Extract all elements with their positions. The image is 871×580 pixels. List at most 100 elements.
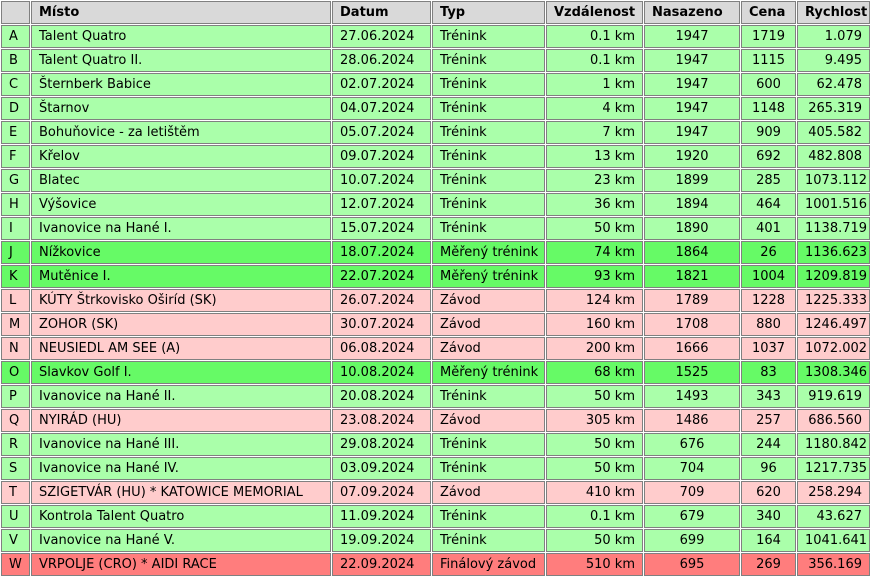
cell-cena: 1037	[741, 337, 796, 360]
row-letter: W	[1, 553, 30, 576]
table-row: W VRPOLJE (CRO) * AIDI RACE 22.09.2024 F…	[1, 553, 870, 576]
row-letter: Q	[1, 409, 30, 432]
cell-rychlost: 919.619	[797, 385, 870, 408]
cell-misto: Talent Quatro II.	[31, 49, 331, 72]
cell-cena: 285	[741, 169, 796, 192]
cell-rychlost: 43.627	[797, 505, 870, 528]
cell-nasazeno: 1864	[644, 241, 740, 264]
cell-rychlost: 1136.623	[797, 241, 870, 264]
cell-typ: Závod	[432, 481, 545, 504]
table-row: S Ivanovice na Hané IV. 03.09.2024 Tréni…	[1, 457, 870, 480]
row-letter: B	[1, 49, 30, 72]
cell-datum: 10.07.2024	[332, 169, 431, 192]
cell-vzdalenost: 68 km	[546, 361, 643, 384]
cell-vzdalenost: 50 km	[546, 433, 643, 456]
cell-vzdalenost: 50 km	[546, 385, 643, 408]
row-letter: V	[1, 529, 30, 552]
cell-vzdalenost: 93 km	[546, 265, 643, 288]
cell-cena: 620	[741, 481, 796, 504]
cell-datum: 15.07.2024	[332, 217, 431, 240]
column-header-typ: Typ	[432, 1, 545, 24]
row-letter: C	[1, 73, 30, 96]
cell-vzdalenost: 74 km	[546, 241, 643, 264]
cell-nasazeno: 1947	[644, 49, 740, 72]
cell-rychlost: 1041.641	[797, 529, 870, 552]
cell-datum: 30.07.2024	[332, 313, 431, 336]
cell-cena: 692	[741, 145, 796, 168]
cell-rychlost: 1217.735	[797, 457, 870, 480]
cell-rychlost: 1073.112	[797, 169, 870, 192]
cell-typ: Závod	[432, 313, 545, 336]
cell-nasazeno: 1666	[644, 337, 740, 360]
cell-misto: NYIRÁD (HU)	[31, 409, 331, 432]
cell-vzdalenost: 4 km	[546, 97, 643, 120]
cell-rychlost: 265.319	[797, 97, 870, 120]
cell-datum: 11.09.2024	[332, 505, 431, 528]
table-row: O Slavkov Golf I. 10.08.2024 Měřený trén…	[1, 361, 870, 384]
row-letter: T	[1, 481, 30, 504]
table-row: U Kontrola Talent Quatro 11.09.2024 Trén…	[1, 505, 870, 528]
cell-misto: Ivanovice na Hané III.	[31, 433, 331, 456]
cell-vzdalenost: 1 km	[546, 73, 643, 96]
table-row: G Blatec 10.07.2024 Trénink 23 km 1899 2…	[1, 169, 870, 192]
cell-cena: 1148	[741, 97, 796, 120]
cell-datum: 06.08.2024	[332, 337, 431, 360]
column-header-letter	[1, 1, 30, 24]
cell-cena: 257	[741, 409, 796, 432]
cell-rychlost: 62.478	[797, 73, 870, 96]
cell-vzdalenost: 305 km	[546, 409, 643, 432]
cell-vzdalenost: 13 km	[546, 145, 643, 168]
column-header-misto: Místo	[31, 1, 331, 24]
cell-datum: 10.08.2024	[332, 361, 431, 384]
cell-nasazeno: 1890	[644, 217, 740, 240]
header-row: Místo Datum Typ Vzdálenost Nasazeno Cena…	[1, 1, 870, 24]
cell-nasazeno: 676	[644, 433, 740, 456]
cell-rychlost: 686.560	[797, 409, 870, 432]
cell-misto: ZOHOR (SK)	[31, 313, 331, 336]
cell-rychlost: 356.169	[797, 553, 870, 576]
cell-vzdalenost: 50 km	[546, 217, 643, 240]
cell-misto: Ivanovice na Hané V.	[31, 529, 331, 552]
table-row: Q NYIRÁD (HU) 23.08.2024 Závod 305 km 14…	[1, 409, 870, 432]
cell-datum: 28.06.2024	[332, 49, 431, 72]
cell-cena: 464	[741, 193, 796, 216]
table-row: P Ivanovice na Hané II. 20.08.2024 Tréni…	[1, 385, 870, 408]
cell-cena: 1719	[741, 25, 796, 48]
row-letter: E	[1, 121, 30, 144]
cell-rychlost: 1209.819	[797, 265, 870, 288]
cell-typ: Měřený trénink	[432, 361, 545, 384]
cell-misto: Slavkov Golf I.	[31, 361, 331, 384]
cell-datum: 12.07.2024	[332, 193, 431, 216]
table-row: L KÚTY Štrkovisko Oširíd (SK) 26.07.2024…	[1, 289, 870, 312]
column-header-rychlost: Rychlost	[797, 1, 870, 24]
cell-misto: Mutěnice I.	[31, 265, 331, 288]
cell-typ: Měřený trénink	[432, 241, 545, 264]
cell-cena: 244	[741, 433, 796, 456]
table-row: J Nížkovice 18.07.2024 Měřený trénink 74…	[1, 241, 870, 264]
cell-typ: Závod	[432, 337, 545, 360]
cell-misto: Štarnov	[31, 97, 331, 120]
cell-typ: Trénink	[432, 505, 545, 528]
cell-typ: Trénink	[432, 529, 545, 552]
cell-typ: Trénink	[432, 193, 545, 216]
cell-cena: 1004	[741, 265, 796, 288]
cell-vzdalenost: 0.1 km	[546, 25, 643, 48]
cell-misto: Ivanovice na Hané IV.	[31, 457, 331, 480]
cell-typ: Finálový závod	[432, 553, 545, 576]
table-body: A Talent Quatro 27.06.2024 Trénink 0.1 k…	[1, 25, 870, 576]
cell-nasazeno: 1947	[644, 73, 740, 96]
cell-nasazeno: 1947	[644, 121, 740, 144]
column-header-nasazeno: Nasazeno	[644, 1, 740, 24]
table-row: F Křelov 09.07.2024 Trénink 13 km 1920 6…	[1, 145, 870, 168]
row-letter: L	[1, 289, 30, 312]
cell-vzdalenost: 200 km	[546, 337, 643, 360]
cell-cena: 880	[741, 313, 796, 336]
cell-cena: 1115	[741, 49, 796, 72]
cell-nasazeno: 1821	[644, 265, 740, 288]
cell-vzdalenost: 23 km	[546, 169, 643, 192]
cell-nasazeno: 1899	[644, 169, 740, 192]
cell-datum: 22.09.2024	[332, 553, 431, 576]
cell-datum: 09.07.2024	[332, 145, 431, 168]
cell-vzdalenost: 0.1 km	[546, 505, 643, 528]
cell-nasazeno: 699	[644, 529, 740, 552]
